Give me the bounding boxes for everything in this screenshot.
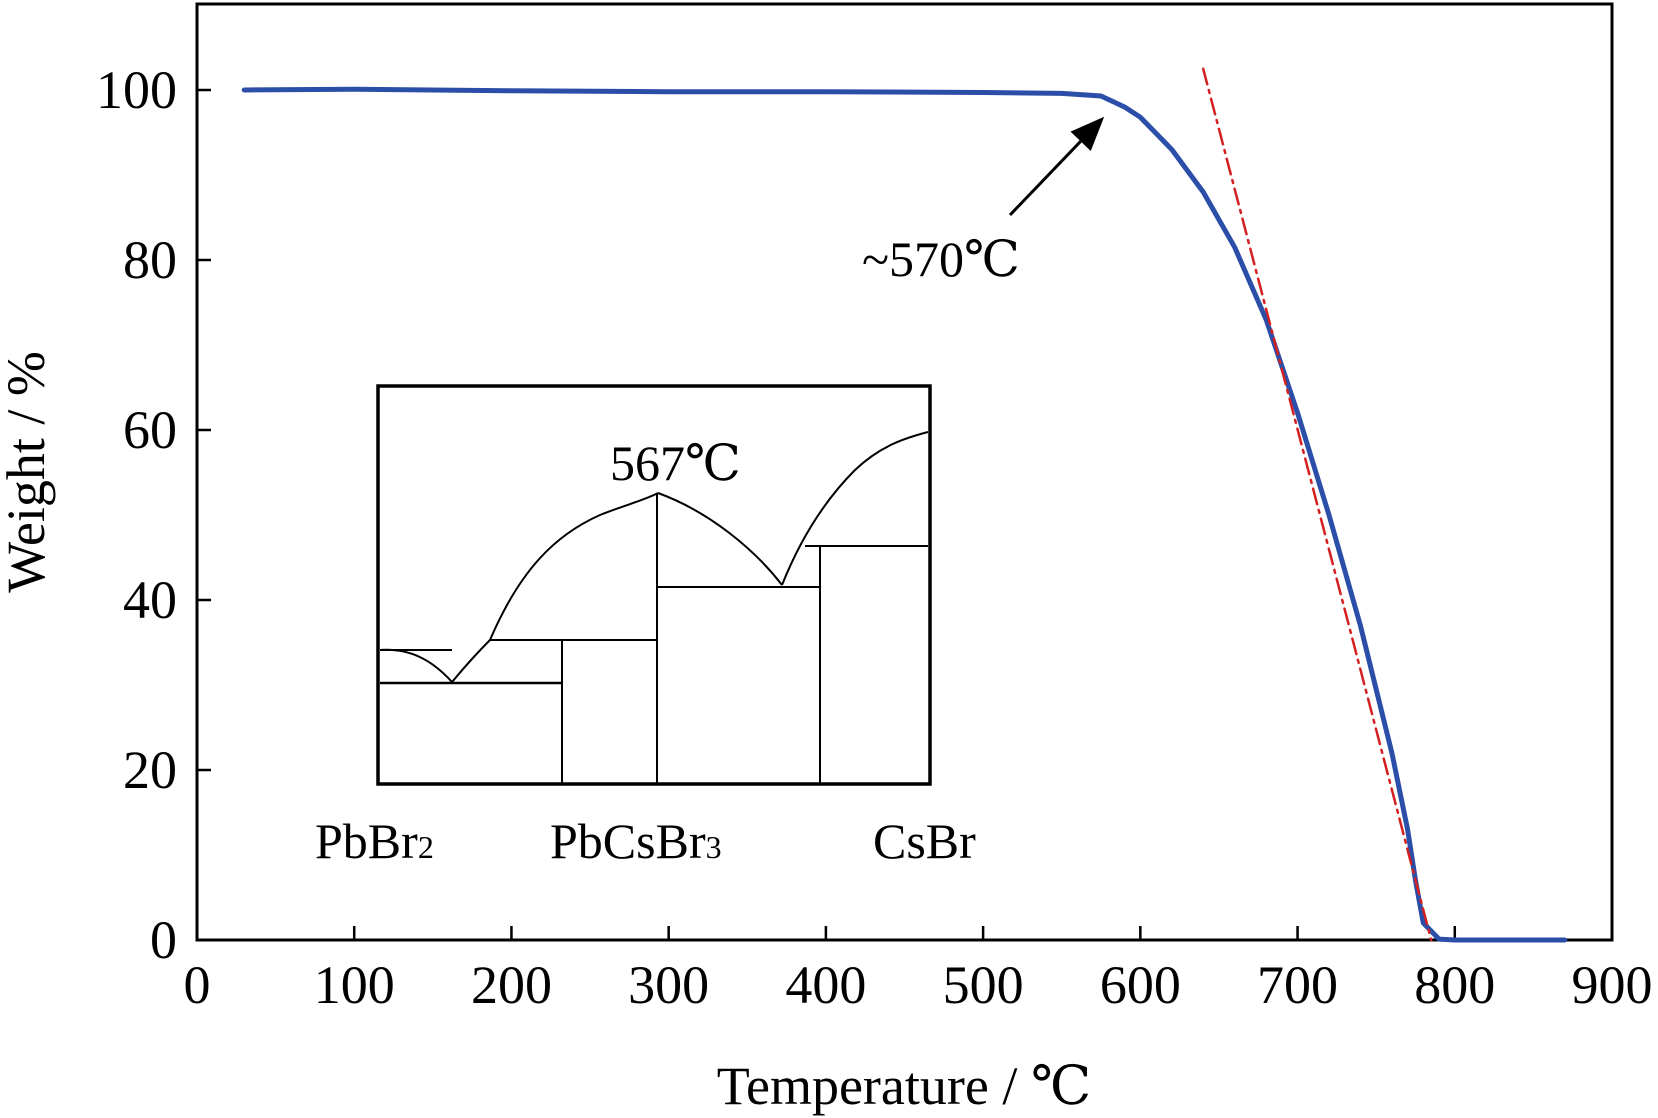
onset-annotation: ~570℃ bbox=[862, 116, 1105, 287]
inset-liquidus-right bbox=[657, 492, 783, 586]
x-tick-label: 200 bbox=[471, 955, 552, 1015]
series-layer bbox=[241, 67, 1568, 943]
x-tick-label: 100 bbox=[314, 955, 395, 1015]
x-axis: 0 100 200 300 400 500 600 700 800 900 bbox=[184, 926, 1653, 1015]
inset-label-pbcsbr3: PbCsBr3 bbox=[550, 813, 722, 869]
annotation-arrow-head bbox=[1070, 116, 1105, 152]
x-tick-label: 0 bbox=[184, 955, 211, 1015]
inset-liquidus-far-right bbox=[781, 431, 929, 586]
y-tick-label: 60 bbox=[123, 400, 177, 460]
x-tick-label: 700 bbox=[1257, 955, 1338, 1015]
inset-label-csbr: CsBr bbox=[873, 813, 976, 869]
inset-label-pbbr2: PbBr2 bbox=[315, 813, 434, 869]
tangent-line bbox=[1201, 67, 1433, 942]
y-tick-label: 20 bbox=[123, 740, 177, 800]
inset-frame bbox=[376, 384, 932, 786]
inset-eutectic-label: 567℃ bbox=[610, 435, 741, 491]
y-tick-label: 100 bbox=[96, 60, 177, 120]
x-tick-label: 600 bbox=[1100, 955, 1181, 1015]
onset-temperature-label: ~570℃ bbox=[862, 231, 1020, 287]
y-axis-title: Weight / % bbox=[0, 351, 56, 593]
x-tick-label: 400 bbox=[785, 955, 866, 1015]
tga-curve bbox=[241, 86, 1568, 943]
y-tick-label: 80 bbox=[123, 230, 177, 290]
x-tick-label: 900 bbox=[1572, 955, 1653, 1015]
inset-phase-diagram: 567℃ PbBr2 PbCsBr3 CsBr bbox=[315, 384, 976, 869]
inset-liquidus-middle bbox=[489, 492, 659, 641]
y-axis: 0 20 40 60 80 100 bbox=[96, 60, 211, 970]
y-tick-label: 0 bbox=[150, 910, 177, 970]
x-tick-label: 500 bbox=[943, 955, 1024, 1015]
x-tick-label: 300 bbox=[628, 955, 709, 1015]
plot-frame bbox=[195, 2, 1614, 942]
annotation-arrow-shaft bbox=[1008, 140, 1082, 217]
x-axis-title: Temperature / ℃ bbox=[717, 1056, 1091, 1116]
x-tick-label: 800 bbox=[1414, 955, 1495, 1015]
y-tick-label: 40 bbox=[123, 570, 177, 630]
